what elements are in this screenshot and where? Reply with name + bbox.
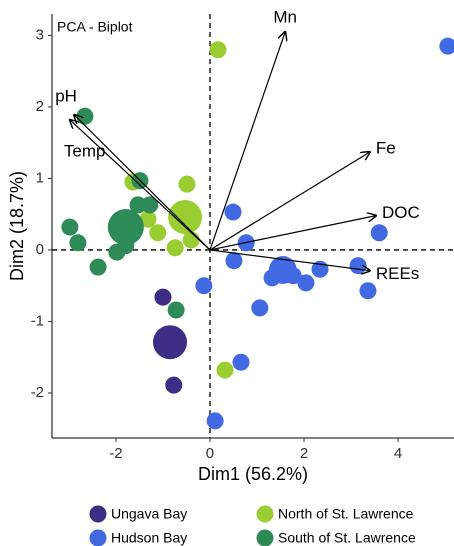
y-axis-label: Dim2 (18.7%)	[7, 171, 27, 281]
legend-swatch	[256, 529, 274, 546]
point	[168, 200, 203, 235]
point	[167, 301, 185, 319]
y-tick-label: -1	[31, 312, 44, 329]
point	[349, 257, 367, 275]
point	[232, 353, 250, 371]
point	[141, 196, 159, 214]
loading-arrow	[209, 249, 370, 271]
y-tick-label: -2	[31, 384, 44, 401]
point	[297, 274, 315, 292]
point	[195, 277, 213, 295]
point	[182, 231, 200, 249]
legend-label: North of St. Lawrence	[278, 506, 414, 522]
x-tick-label: -2	[109, 445, 122, 462]
loading-arrow	[209, 32, 285, 251]
y-tick-label: 2	[36, 98, 44, 115]
y-tick-label: 1	[36, 169, 44, 186]
loading-arrow	[70, 120, 211, 251]
point	[284, 267, 302, 285]
point	[263, 269, 281, 287]
loading-arrow	[209, 216, 376, 251]
point	[370, 224, 388, 242]
point	[153, 325, 188, 360]
point	[216, 361, 234, 379]
point	[69, 234, 87, 252]
loading-label: DOC	[382, 203, 420, 222]
point	[129, 196, 147, 214]
loading-label: Fe	[376, 138, 396, 157]
loading-label: pH	[55, 86, 77, 105]
point	[139, 210, 157, 228]
loading-label: Mn	[273, 7, 297, 26]
y-tick-label: 0	[36, 241, 44, 258]
legend-label: Hudson Bay	[111, 530, 187, 546]
point	[224, 203, 242, 221]
legend-label: Ungava Bay	[111, 506, 187, 522]
point	[359, 282, 377, 300]
point	[178, 175, 196, 193]
legend-label: South of St. Lawrence	[278, 530, 416, 546]
point	[166, 239, 184, 257]
point	[149, 224, 167, 242]
point	[89, 258, 107, 276]
y-tick-label: 3	[36, 26, 44, 43]
loading-label: Temp	[64, 141, 106, 160]
chart-title: PCA - Biplot	[57, 19, 133, 35]
point	[76, 107, 94, 125]
legend-swatch	[89, 505, 107, 523]
x-tick-label: 2	[300, 445, 308, 462]
point	[108, 243, 126, 261]
loading-arrow	[209, 152, 370, 251]
point	[209, 41, 227, 59]
point	[154, 288, 172, 306]
legend-swatch	[89, 529, 107, 546]
legend-swatch	[256, 505, 274, 523]
x-tick-label: 4	[394, 445, 402, 462]
loading-label: REEs	[376, 264, 419, 283]
point	[225, 252, 243, 270]
point	[439, 37, 454, 55]
point	[206, 412, 224, 430]
loading-arrow	[74, 115, 211, 251]
point	[165, 376, 183, 394]
point	[107, 209, 144, 246]
point	[251, 299, 269, 317]
x-axis-label: Dim1 (56.2%)	[198, 464, 308, 484]
point	[61, 218, 79, 236]
x-tick-label: 0	[206, 445, 214, 462]
